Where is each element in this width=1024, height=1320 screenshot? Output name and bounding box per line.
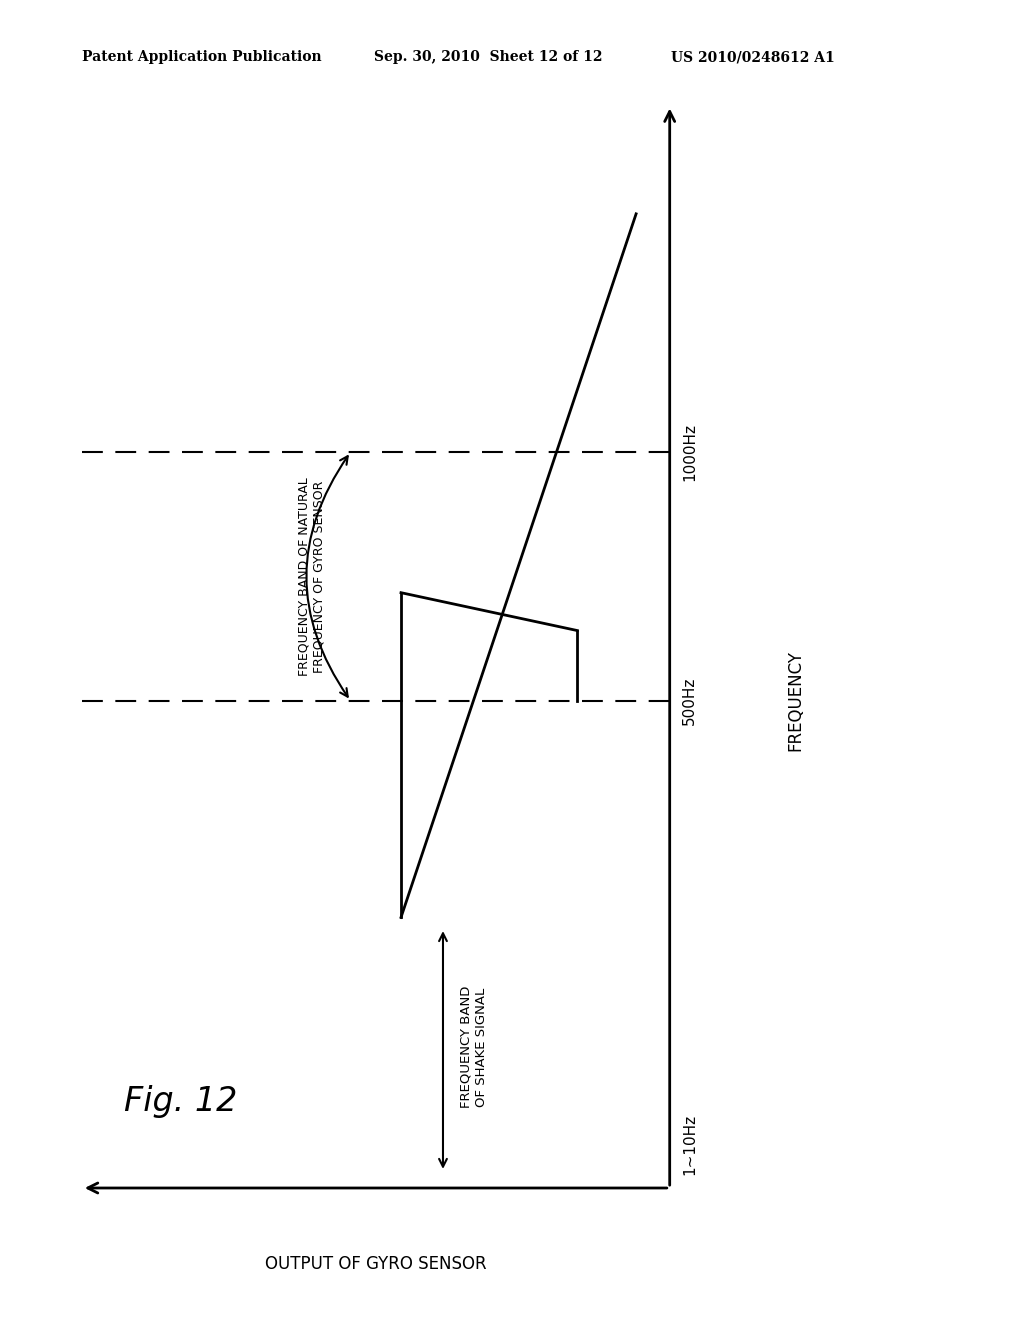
Text: 1~10Hz: 1~10Hz	[682, 1114, 697, 1175]
Text: FREQUENCY: FREQUENCY	[786, 651, 805, 751]
Text: Fig. 12: Fig. 12	[124, 1085, 238, 1118]
Text: 1000Hz: 1000Hz	[682, 422, 697, 480]
Text: FREQUENCY BAND
OF SHAKE SIGNAL: FREQUENCY BAND OF SHAKE SIGNAL	[460, 986, 487, 1109]
Text: FREQUENCY BAND OF NATURAL
FREQUENCY OF GYRO SENSOR: FREQUENCY BAND OF NATURAL FREQUENCY OF G…	[297, 477, 326, 676]
Text: 500Hz: 500Hz	[682, 677, 697, 725]
Text: OUTPUT OF GYRO SENSOR: OUTPUT OF GYRO SENSOR	[265, 1255, 486, 1272]
Text: US 2010/0248612 A1: US 2010/0248612 A1	[671, 50, 835, 65]
Text: Patent Application Publication: Patent Application Publication	[82, 50, 322, 65]
Text: Sep. 30, 2010  Sheet 12 of 12: Sep. 30, 2010 Sheet 12 of 12	[374, 50, 602, 65]
